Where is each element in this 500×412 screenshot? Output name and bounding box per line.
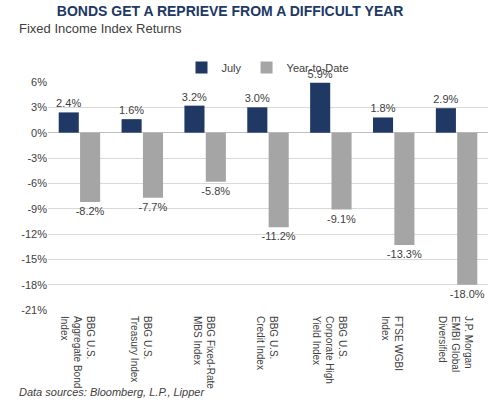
svg-text:Data sources: Bloomberg, L.P.,: Data sources: Bloomberg, L.P., Lipper [19, 386, 205, 398]
svg-text:-3%: -3% [27, 152, 47, 164]
svg-text:July: July [222, 62, 242, 74]
svg-text:1.8%: 1.8% [370, 102, 395, 114]
svg-text:-9%: -9% [27, 203, 47, 215]
svg-text:-7.7%: -7.7% [138, 201, 167, 213]
svg-text:3%: 3% [31, 101, 47, 113]
svg-text:BBG U.S.Corporate HighYield In: BBG U.S.Corporate HighYield Index [311, 316, 348, 384]
svg-text:Fixed Income Index Returns: Fixed Income Index Returns [19, 21, 182, 36]
svg-text:3.2%: 3.2% [182, 91, 207, 103]
svg-text:0%: 0% [31, 127, 47, 139]
svg-text:-11.2%: -11.2% [262, 230, 296, 242]
svg-text:J.P. MorganEMBI GlobalDiversif: J.P. MorganEMBI GlobalDiversified [437, 316, 474, 372]
svg-text:2.4%: 2.4% [56, 97, 81, 109]
svg-text:-6%: -6% [27, 177, 47, 189]
svg-text:2.9%: 2.9% [433, 93, 458, 105]
svg-text:-9.1%: -9.1% [327, 213, 356, 225]
svg-text:3.0%: 3.0% [245, 92, 270, 104]
svg-text:-8.2%: -8.2% [76, 205, 105, 217]
svg-text:-15%: -15% [21, 253, 47, 265]
svg-text:BBG Fixed-RateMBS Index: BBG Fixed-RateMBS Index [192, 316, 216, 389]
svg-text:-12%: -12% [21, 228, 47, 240]
svg-text:-18%: -18% [21, 279, 47, 291]
svg-text:BBG U.S.Credit Index: BBG U.S.Credit Index [255, 316, 279, 370]
svg-text:-13.3%: -13.3% [387, 248, 422, 260]
svg-text:BBG U.S.Treasury Index: BBG U.S.Treasury Index [129, 316, 153, 382]
svg-text:Year-to-Date: Year-to-Date [287, 62, 349, 74]
svg-text:BBG U.S.Aggregate BondIndex: BBG U.S.Aggregate BondIndex [59, 316, 96, 388]
svg-text:6%: 6% [31, 76, 47, 88]
svg-text:BONDS GET A REPRIEVE FROM A DI: BONDS GET A REPRIEVE FROM A DIFFICULT YE… [57, 3, 404, 19]
svg-text:-21%: -21% [21, 304, 47, 316]
svg-text:-18.0%: -18.0% [450, 288, 485, 300]
svg-text:5.9%: 5.9% [307, 67, 333, 80]
svg-text:-5.8%: -5.8% [201, 185, 230, 197]
svg-text:1.6%: 1.6% [119, 104, 144, 116]
svg-text:FTSE WGBIIndex: FTSE WGBIIndex [380, 316, 404, 371]
